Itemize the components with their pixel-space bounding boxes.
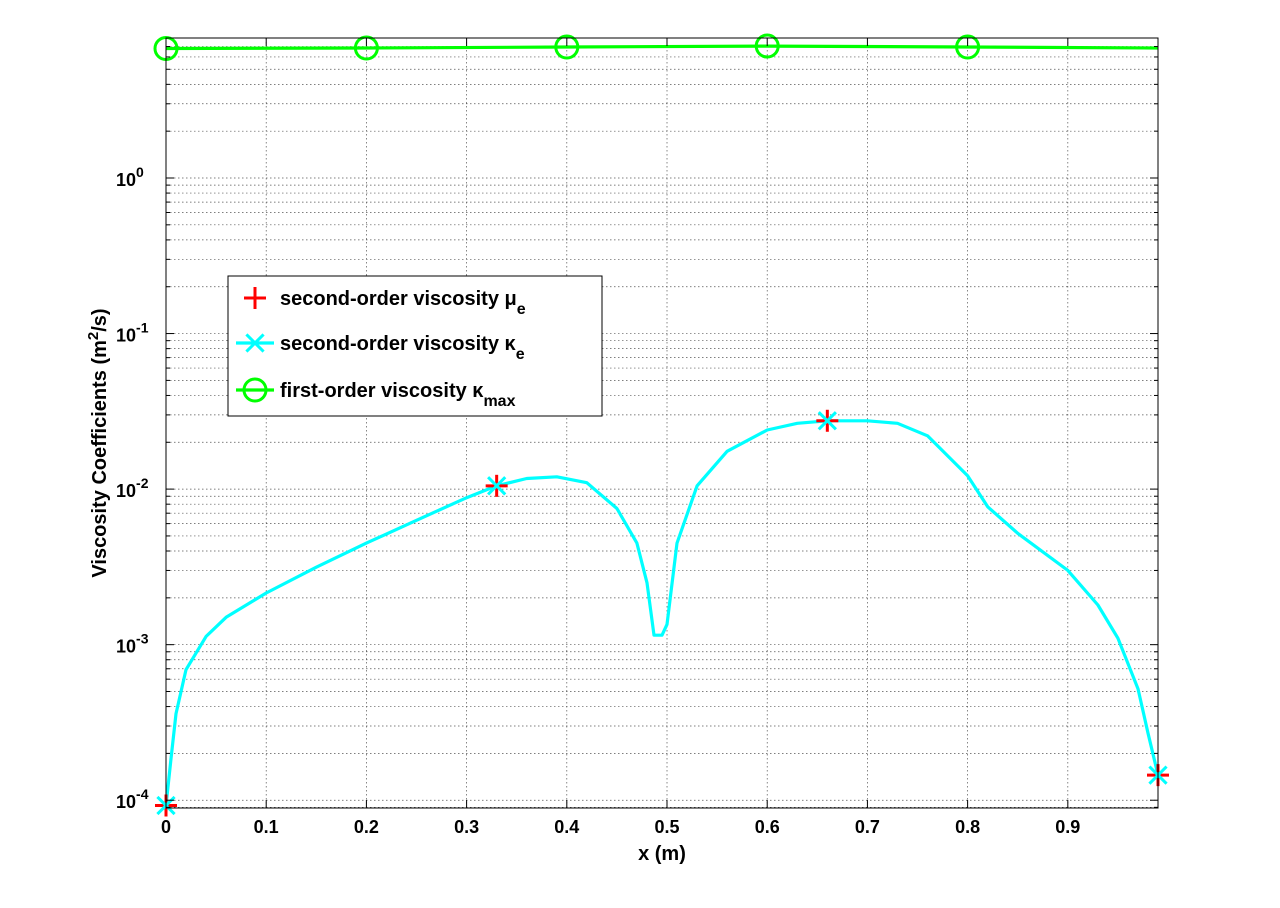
plot-area (166, 38, 1158, 808)
x-tick-label: 0.2 (354, 817, 379, 837)
tick-labels: 0 0.1 0.2 0.3 0.4 0.5 0.6 0.7 0.8 0.910-410-310-2… (116, 164, 1080, 837)
y-tick-base: 10 (116, 326, 136, 346)
legend-label-sub: e (517, 301, 526, 318)
legend-label-base: first-order viscosity κ (280, 380, 484, 402)
series-markers-1 (156, 411, 1168, 816)
legend-label-base: second-order viscosity κ (280, 333, 517, 355)
x-tick-label: 0 (161, 817, 171, 837)
x-marker (817, 411, 837, 431)
y-tick-exponent: -3 (136, 631, 149, 647)
legend-label-sub: e (516, 346, 525, 363)
circle-marker-ring (554, 34, 580, 60)
series-1 (164, 419, 1160, 806)
x-tick-label: 0.4 (554, 817, 579, 837)
legend-entry-0: second-order viscosity μe (244, 287, 526, 318)
x-tick-label: 0.1 (254, 817, 279, 837)
plus-marker (244, 287, 266, 309)
y-tick-label: 10-1 (116, 320, 149, 346)
x-tick-label: 0.3 (454, 817, 479, 837)
y-tick-exponent: -4 (136, 786, 149, 802)
plot-background (166, 38, 1158, 808)
legend-label: first-order viscosity κmax (280, 380, 516, 410)
circle-marker (955, 34, 981, 60)
y-axis-label-sup: 2 (85, 332, 102, 340)
legend-label-base: second-order viscosity μ (280, 288, 517, 310)
y-tick-exponent: -1 (136, 320, 149, 336)
x-marker (245, 333, 265, 353)
x-tick-label: 0.5 (654, 817, 679, 837)
legend-box (227, 275, 603, 417)
circle-marker-ring (242, 377, 268, 403)
y-axis-label-tail: /s) (89, 308, 111, 331)
circle-marker-ring (754, 33, 780, 59)
series-2 (165, 44, 1159, 51)
y-tick-exponent: -2 (136, 475, 149, 491)
series-line (165, 44, 1159, 51)
x-marker (487, 476, 507, 496)
series-line (164, 419, 1160, 806)
x-tick-label: 0.9 (1055, 817, 1080, 837)
legend-entry-2: first-order viscosity κmax (236, 377, 516, 410)
x-marker-b (245, 333, 265, 353)
y-tick-base: 10 (116, 637, 136, 657)
legend-label: second-order viscosity μe (280, 288, 526, 318)
axes-box (165, 37, 1159, 809)
y-tick-label: 10-3 (116, 631, 149, 657)
y-tick-label: 100 (116, 164, 144, 190)
y-tick-label: 10-4 (116, 786, 149, 812)
circle-marker (353, 35, 379, 61)
legend-entry-1: second-order viscosity κe (236, 333, 525, 363)
y-tick-base: 10 (116, 792, 136, 812)
x-tick-label: 0.7 (855, 817, 880, 837)
x-tick-label: 0.8 (955, 817, 980, 837)
circle-marker-ring (955, 34, 981, 60)
legend-label: second-order viscosity κe (280, 333, 525, 363)
y-axis-label-main: Viscosity Coefficients (m (89, 340, 111, 577)
y-tick-base: 10 (116, 170, 136, 190)
x-marker-b (487, 476, 507, 496)
circle-marker-ring (353, 35, 379, 61)
y-tick-label: 10-2 (116, 475, 149, 501)
circle-marker (242, 377, 268, 403)
x-marker-b (817, 411, 837, 431)
y-axis-label: Viscosity Coefficients (m2/s) (85, 308, 111, 577)
y-tick-base: 10 (116, 481, 136, 501)
x-axis-label: x (m) (638, 843, 686, 865)
axes-frame (165, 37, 1159, 809)
y-tick-exponent: 0 (136, 164, 144, 180)
circle-marker (554, 34, 580, 60)
legend-label-sub: max (483, 393, 515, 410)
circle-marker (754, 33, 780, 59)
x-tick-label: 0.6 (755, 817, 780, 837)
